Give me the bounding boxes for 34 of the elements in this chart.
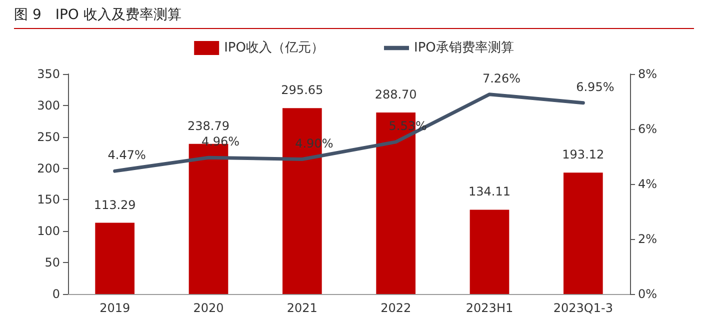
x-tick-label: 2019 — [100, 301, 130, 315]
y-tick-label: 300 — [37, 98, 60, 112]
chart-title: 图 9 IPO 收入及费率测算 — [14, 6, 694, 29]
y-tick-label: 200 — [37, 161, 60, 176]
x-tick-label: 2021 — [286, 301, 318, 315]
y-tick-label: 250 — [37, 130, 60, 144]
y2-tick-label: 0% — [638, 287, 658, 301]
y-tick-label: 50 — [44, 256, 60, 270]
y-tick-label: 350 — [37, 67, 60, 81]
data-label: 288.70 — [374, 88, 417, 102]
legend-label: IPO收入（亿元） — [224, 40, 324, 56]
y-tick-label: 150 — [37, 192, 60, 207]
data-label: 238.79 — [188, 118, 230, 133]
y2-tick-label: 6% — [638, 122, 658, 136]
bar — [563, 172, 603, 294]
data-label: 113.29 — [94, 198, 136, 212]
y-tick-label: 100 — [37, 224, 60, 238]
data-label: 295.65 — [281, 83, 324, 98]
x-tick-label: 2023Q1-3 — [553, 301, 613, 315]
data-label: 6.95% — [576, 80, 614, 94]
data-label: 7.26% — [482, 71, 521, 86]
y2-tick-label: 2% — [638, 232, 658, 246]
data-label: 134.11 — [468, 184, 510, 199]
legend-label: IPO承销费率测算 — [414, 40, 514, 56]
bar — [95, 222, 135, 294]
y2-tick-label: 8% — [638, 67, 658, 81]
x-tick-label: 2023H1 — [466, 301, 514, 315]
x-tick-label: 2022 — [380, 301, 412, 315]
bar — [470, 210, 510, 294]
y-tick-label: 0 — [52, 287, 60, 301]
y2-tick-label: 4% — [638, 177, 658, 191]
data-label: 4.47% — [108, 148, 146, 162]
data-label: 193.12 — [562, 148, 604, 162]
x-tick-label: 2020 — [193, 301, 224, 315]
